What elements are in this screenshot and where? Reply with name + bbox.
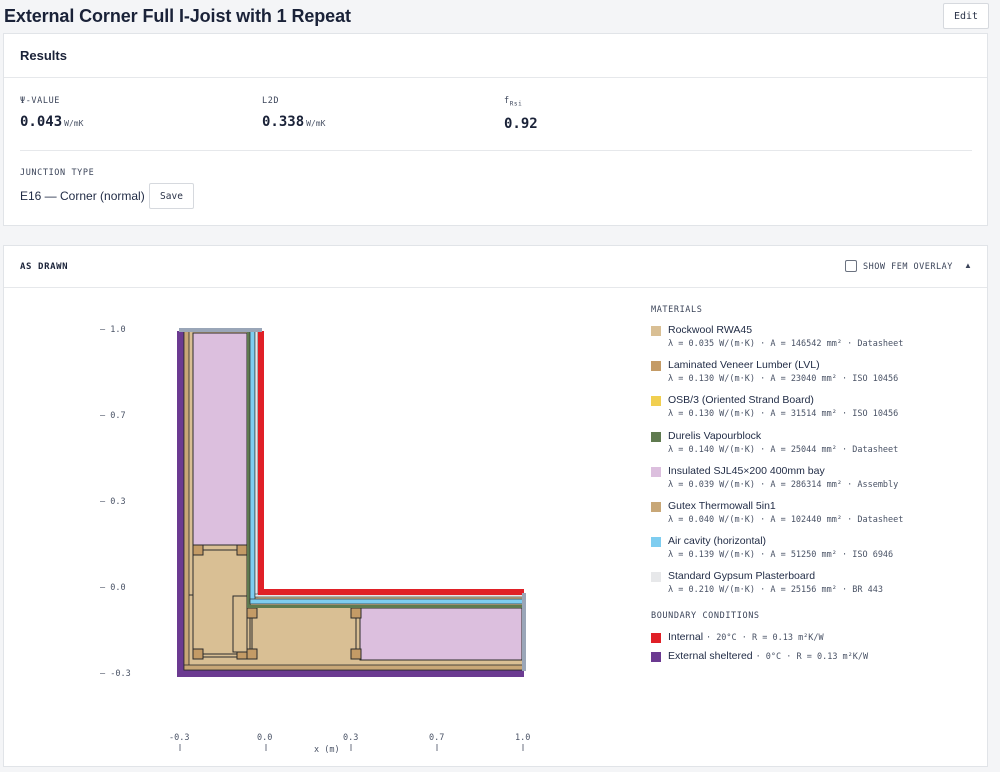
junction-drawing: — 1.0 — 0.7 — 0.3 — 0.0 — -0.3 -0.3 0.0 … — [100, 325, 530, 755]
material-props: λ = 0.210 W/(m·K) · A = 25156 mm² · BR 4… — [668, 585, 883, 595]
junction-type-value: E16 — Corner (normal) — [20, 189, 145, 203]
top-bar: External Corner Full I-Joist with 1 Repe… — [0, 0, 1000, 32]
legend: MATERIALS Rockwool RWA45 λ = 0.035 W/(m·… — [651, 305, 981, 662]
material-props: λ = 0.140 W/(m·K) · A = 25044 mm² · Data… — [668, 445, 899, 455]
vapour-layer-horizontal — [247, 605, 524, 608]
external-boundary-bottom — [177, 670, 524, 677]
l2d-value: 0.338 — [262, 114, 305, 130]
material-props: λ = 0.039 W/(m·K) · A = 286314 mm² · Ass… — [668, 480, 899, 490]
l2d-unit: W/mK — [306, 119, 326, 128]
material-name: Laminated Veneer Lumber (LVL) — [668, 359, 820, 371]
material-swatch — [651, 537, 661, 547]
material-swatch — [651, 467, 661, 477]
l2d-label: L2D — [262, 96, 280, 106]
fem-overlay-label[interactable]: SHOW FEM OVERLAY — [863, 262, 953, 272]
corner-post — [232, 595, 248, 653]
ijoist-flange — [246, 607, 258, 619]
boundary-name: Internal — [668, 631, 704, 643]
boundary-text: External sheltered · 0°C · R = 0.13 m²K/… — [668, 650, 868, 662]
y-tick-label: — 0.0 — [100, 583, 126, 593]
boundary-swatch — [651, 652, 661, 662]
y-tick-label: — 0.3 — [100, 497, 126, 507]
insulated-bay-horizontal — [359, 607, 523, 661]
edit-button[interactable]: Edit — [943, 3, 989, 29]
as-drawn-card: AS DRAWN SHOW FEM OVERLAY ▲ — 1.0 — 0.7 … — [3, 245, 988, 767]
external-boundary-left — [177, 331, 184, 676]
save-button[interactable]: Save — [149, 183, 194, 209]
x-tick-label: -0.3 — [169, 733, 189, 743]
psi-unit: W/mK — [64, 119, 84, 128]
boundary-name: External sheltered — [668, 650, 753, 662]
x-tick-label: 1.0 — [515, 733, 530, 743]
internal-boundary-vertical — [258, 331, 264, 593]
page-title: External Corner Full I-Joist with 1 Repe… — [4, 6, 351, 26]
l2d-value-row: 0.338 W/mK — [262, 114, 325, 130]
y-tick-label: — 0.7 — [100, 411, 126, 421]
l2d-metric: L2D 0.338 W/mK — [262, 96, 325, 130]
material-name: Rockwool RWA45 — [668, 324, 753, 336]
ijoist-flange — [192, 648, 204, 660]
results-card: Results Ψ-VALUE 0.043 W/mK L2D 0.338 W/mK … — [3, 33, 988, 226]
results-divider — [20, 150, 972, 151]
material-props: λ = 0.040 W/(m·K) · A = 102440 mm² · Dat… — [668, 515, 904, 525]
adiabatic-edge-right — [522, 593, 526, 671]
vapour-layer-vertical — [247, 331, 250, 608]
boundary-heading: BOUNDARY CONDITIONS — [651, 611, 760, 621]
psi-metric: Ψ-VALUE 0.043 W/mK — [20, 96, 83, 130]
ijoist-flange — [246, 648, 258, 660]
ijoist-flange — [236, 544, 248, 556]
fem-overlay-checkbox[interactable] — [845, 260, 857, 272]
insulated-bay-vertical — [192, 332, 248, 546]
y-tick-label: — 1.0 — [100, 325, 126, 335]
material-name: OSB/3 (Oriented Strand Board) — [668, 394, 814, 406]
psi-value-row: 0.043 W/mK — [20, 114, 83, 130]
outer-board-vertical — [183, 330, 190, 671]
x-tick-label: 0.7 — [429, 733, 444, 743]
material-swatch — [651, 396, 661, 406]
material-swatch — [651, 326, 661, 336]
material-props: λ = 0.130 W/(m·K) · A = 31514 mm² · ISO … — [668, 409, 899, 419]
ijoist-flange — [192, 544, 204, 556]
material-swatch — [651, 361, 661, 371]
material-name: Air cavity (horizontal) — [668, 535, 767, 547]
material-name: Gutex Thermowall 5in1 — [668, 500, 776, 512]
ijoist-flange — [350, 607, 362, 619]
material-name: Standard Gypsum Plasterboard — [668, 570, 816, 582]
material-name: Durelis Vapourblock — [668, 430, 762, 442]
x-tick-label: 0.0 — [257, 733, 272, 743]
material-props: λ = 0.139 W/(m·K) · A = 51250 mm² · ISO … — [668, 550, 894, 560]
plasterboard-vertical — [254, 330, 259, 598]
boundary-swatch — [651, 633, 661, 643]
boundary-text: Internal · 20°C · R = 0.13 m²K/W — [668, 631, 824, 643]
material-swatch — [651, 432, 661, 442]
material-swatch — [651, 572, 661, 582]
psi-value: 0.043 — [20, 114, 63, 130]
outer-board-horizontal — [183, 664, 525, 671]
materials-heading: MATERIALS — [651, 305, 703, 315]
junction-type-label: JUNCTION TYPE — [20, 168, 95, 178]
material-name: Insulated SJL45×200 400mm bay — [668, 465, 825, 477]
x-tick-label: 0.3 — [343, 733, 358, 743]
psi-label: Ψ-VALUE — [20, 96, 61, 106]
frsi-metric: fRsi 0.92 — [504, 96, 538, 132]
frsi-label: fRsi — [504, 96, 523, 108]
air-cavity-horizontal — [249, 598, 525, 605]
air-cavity-vertical — [249, 330, 256, 603]
as-drawn-title: AS DRAWN — [20, 262, 69, 272]
x-axis-label: x (m) — [314, 745, 340, 755]
collapse-up-icon[interactable]: ▲ — [964, 261, 972, 270]
ijoist-flange — [350, 648, 362, 660]
boundary-detail: · 0°C · R = 0.13 m²K/W — [755, 652, 869, 662]
material-props: λ = 0.130 W/(m·K) · A = 23040 mm² · ISO … — [668, 374, 899, 384]
boundary-detail: · 20°C · R = 0.13 m²K/W — [705, 633, 824, 643]
results-title: Results — [4, 34, 987, 78]
material-props: λ = 0.035 W/(m·K) · A = 146542 mm² · Dat… — [668, 339, 904, 349]
frsi-value: 0.92 — [504, 115, 538, 132]
adiabatic-edge-top — [179, 328, 262, 332]
material-swatch — [651, 502, 661, 512]
internal-boundary-horizontal — [258, 589, 524, 595]
y-tick-label: — -0.3 — [100, 669, 131, 679]
as-drawn-header: AS DRAWN SHOW FEM OVERLAY ▲ — [4, 246, 987, 288]
